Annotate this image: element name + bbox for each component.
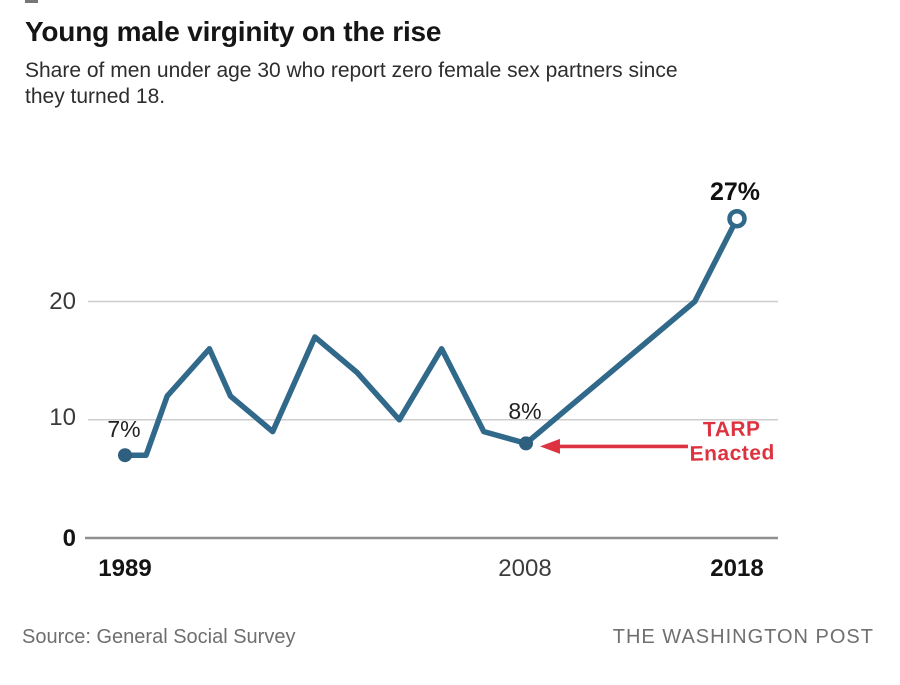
tarp-annotation-label: TARP Enacted — [662, 417, 803, 467]
annotation-arrow-head — [539, 438, 560, 454]
scan-artifact-mark — [25, 0, 38, 3]
data-point-2018 — [727, 208, 747, 229]
trend-line — [125, 217, 740, 458]
source-credit: Source: General Social Survey — [22, 626, 296, 648]
x-axis-tick-2008: 2008 — [498, 555, 552, 582]
chart-subtitle: Share of men under age 30 who report zer… — [25, 59, 678, 108]
y-axis-tick-20: 20 — [49, 288, 76, 315]
data-point-1989 — [118, 448, 132, 463]
data-label-2018: 27% — [709, 178, 761, 206]
data-point-2008 — [519, 436, 533, 451]
y-axis-tick-0: 0 — [62, 525, 76, 552]
data-label-1989: 7% — [107, 416, 141, 442]
tarp-annotation-line1: TARP — [702, 417, 761, 442]
tarp-annotation-line2: Enacted — [689, 441, 775, 466]
publisher-credit: THE WASHINGTON POST — [612, 626, 874, 648]
x-axis-tick-2018: 2018 — [710, 555, 764, 582]
x-axis-tick-1989: 1989 — [98, 555, 152, 582]
data-label-2008: 8% — [508, 398, 542, 424]
chart-title: Young male virginity on the rise — [25, 16, 442, 47]
y-axis-tick-10: 10 — [49, 404, 76, 431]
